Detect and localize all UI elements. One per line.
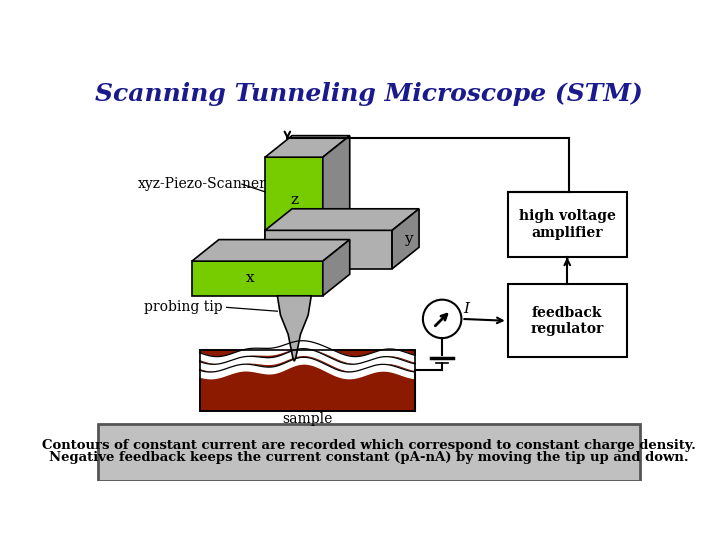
Text: Scanning Tunneling Microscope (STM): Scanning Tunneling Microscope (STM) [95,82,643,106]
Text: z: z [290,193,298,206]
Text: xyz-Piezo-Scanner: xyz-Piezo-Scanner [138,177,267,191]
Text: Negative feedback keeps the current constant (pA-nA) by moving the tip up and do: Negative feedback keeps the current cons… [49,451,689,464]
Polygon shape [192,261,323,296]
Polygon shape [392,209,419,269]
Text: probing tip: probing tip [144,300,222,314]
Polygon shape [265,231,392,269]
Text: I: I [464,302,469,316]
Text: y: y [404,232,413,246]
Text: x: x [246,272,254,286]
Text: high voltage
amplifier: high voltage amplifier [519,210,616,240]
Polygon shape [265,157,323,242]
Circle shape [423,300,462,338]
Polygon shape [265,136,350,157]
Bar [199,350,415,411]
Bar [199,350,415,411]
Polygon shape [323,240,350,296]
Bar [508,192,627,257]
Bar [508,284,627,357]
Text: feedback
regulator: feedback regulator [531,306,604,336]
Text: sample: sample [282,412,333,426]
Polygon shape [323,136,350,242]
Text: Contours of constant current are recorded which correspond to constant charge de: Contours of constant current are recorde… [42,440,696,453]
Bar [98,424,640,481]
Polygon shape [277,296,311,361]
Polygon shape [265,209,419,231]
Polygon shape [192,240,350,261]
